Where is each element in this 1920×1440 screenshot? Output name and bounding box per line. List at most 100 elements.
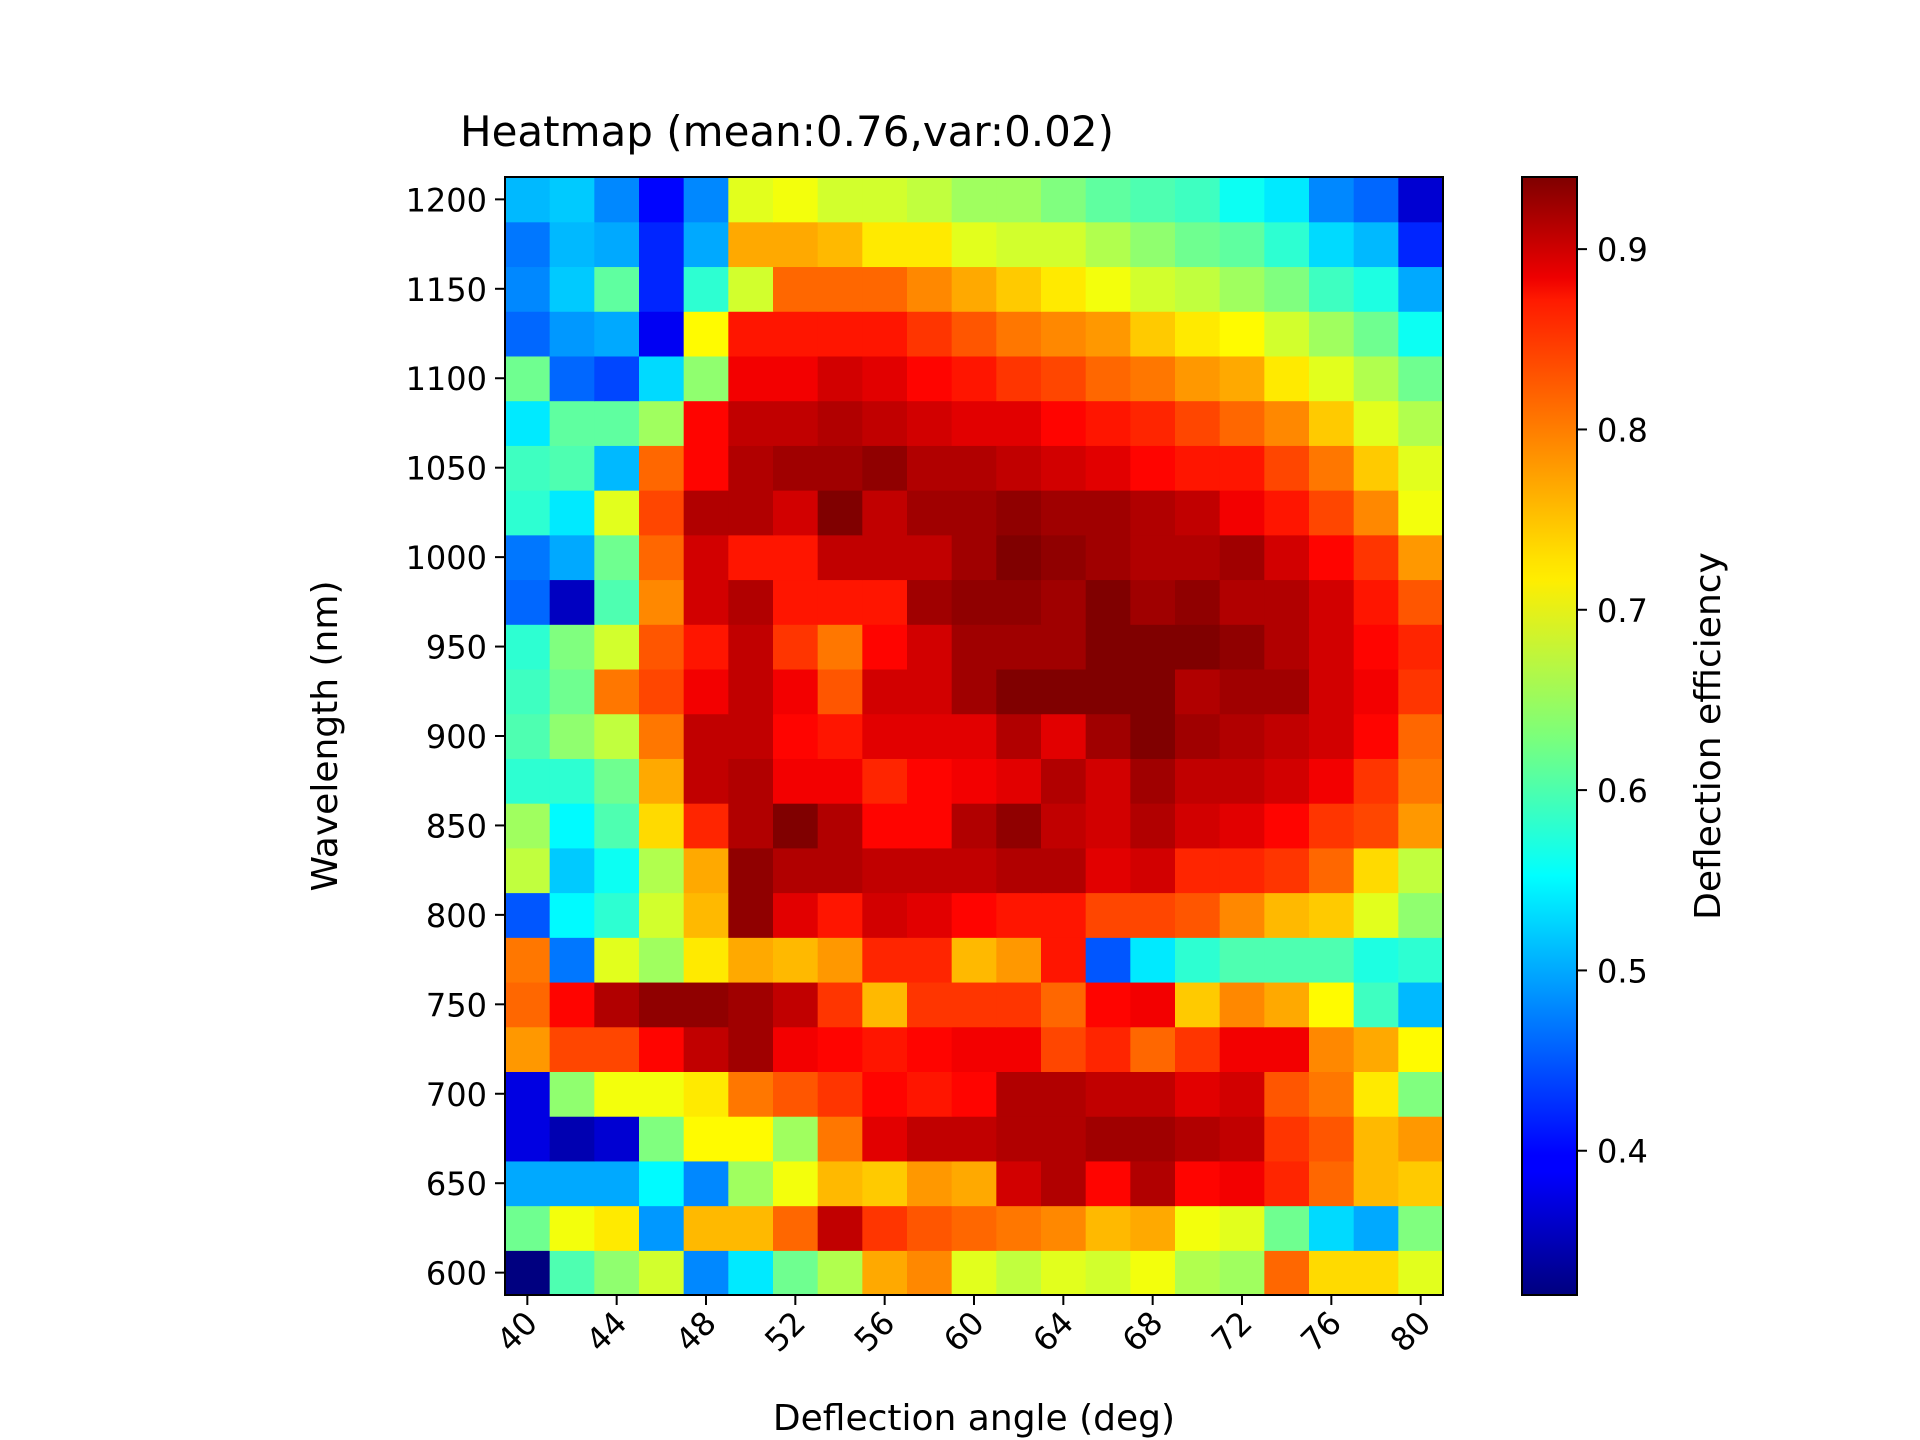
colorbar-label: Deflection efficiency — [1688, 552, 1729, 920]
heatmap-cell — [907, 266, 953, 312]
heatmap-cell — [728, 1116, 774, 1162]
colorbar-tick-label: 0.4 — [1597, 1133, 1648, 1171]
heatmap-cell — [1130, 1250, 1176, 1296]
heatmap-cell — [1309, 1160, 1355, 1207]
heatmap-cell — [773, 847, 819, 894]
y-tick-label: 700 — [426, 1076, 487, 1114]
heatmap-cell — [594, 937, 640, 983]
heatmap-cell — [639, 445, 685, 491]
heatmap-cell — [1353, 713, 1399, 759]
heatmap-cell — [1264, 579, 1310, 625]
heatmap-cell — [1264, 1071, 1310, 1117]
heatmap-cell — [683, 892, 729, 938]
heatmap-cell — [996, 355, 1042, 402]
heatmap-cell — [1219, 177, 1265, 223]
heatmap-cell — [951, 981, 997, 1028]
heatmap-cell — [1219, 445, 1265, 491]
x-tick-label: 52 — [757, 1304, 813, 1360]
heatmap-cell — [549, 355, 595, 402]
heatmap-cell — [996, 490, 1042, 536]
heatmap-cell — [1398, 1116, 1444, 1162]
heatmap-cell — [1398, 624, 1444, 670]
heatmap-cell — [1264, 624, 1310, 670]
heatmap-cell — [951, 1071, 997, 1117]
heatmap-cell — [1398, 803, 1444, 849]
heatmap-cell — [549, 1250, 595, 1296]
heatmap-cell — [1264, 400, 1310, 446]
heatmap-cell — [1041, 1116, 1087, 1162]
heatmap-cell — [1219, 311, 1265, 357]
heatmap-cell — [996, 1205, 1042, 1251]
heatmap-cell — [1219, 221, 1265, 268]
heatmap-cell — [907, 1160, 953, 1207]
heatmap-cell — [505, 624, 551, 670]
heatmap-cell — [683, 1160, 729, 1207]
heatmap-cell — [817, 311, 863, 357]
y-tick-label: 750 — [426, 986, 487, 1024]
heatmap-cell — [996, 266, 1042, 312]
heatmap-cell — [1130, 266, 1176, 312]
heatmap-cell — [951, 1250, 997, 1296]
heatmap-cell — [862, 892, 908, 938]
heatmap-cell — [1264, 937, 1310, 983]
heatmap-cell — [1219, 266, 1265, 312]
heatmap-cell — [1353, 266, 1399, 312]
heatmap-cell — [549, 400, 595, 446]
heatmap-cell — [683, 445, 729, 491]
heatmap-cell — [594, 579, 640, 625]
heatmap-cell — [817, 892, 863, 938]
heatmap-cell — [1398, 1250, 1444, 1296]
heatmap-cell — [1130, 355, 1176, 402]
heatmap-cell — [594, 981, 640, 1028]
heatmap-cell — [683, 355, 729, 402]
heatmap-cell — [862, 579, 908, 625]
heatmap-cell — [1085, 624, 1131, 670]
heatmap-cell — [683, 624, 729, 670]
heatmap-cell — [1175, 266, 1221, 312]
heatmap-cell — [505, 534, 551, 581]
heatmap-cell — [773, 981, 819, 1028]
heatmap-cell — [1219, 803, 1265, 849]
heatmap-cell — [594, 1160, 640, 1207]
heatmap-cell — [549, 1160, 595, 1207]
heatmap-cell — [1219, 534, 1265, 581]
heatmap-cell — [773, 177, 819, 223]
heatmap-cell — [817, 1071, 863, 1117]
heatmap-cell — [1309, 937, 1355, 983]
y-tick-label: 1000 — [406, 539, 487, 577]
heatmap-cell — [549, 221, 595, 268]
heatmap-cell — [1398, 534, 1444, 581]
heatmap-cell — [1309, 490, 1355, 536]
heatmap-cell — [594, 490, 640, 536]
heatmap-cell — [996, 668, 1042, 715]
heatmap-cell — [728, 1160, 774, 1207]
heatmap-cell — [505, 445, 551, 491]
heatmap-cell — [594, 1250, 640, 1296]
heatmap-cell — [1353, 1160, 1399, 1207]
heatmap-cell — [594, 1071, 640, 1117]
heatmap-cell — [773, 1250, 819, 1296]
colorbar — [1521, 176, 1578, 1296]
heatmap-cell — [1264, 758, 1310, 804]
heatmap-cell — [728, 624, 774, 670]
heatmap-cell — [639, 579, 685, 625]
heatmap-cell — [683, 1205, 729, 1251]
heatmap-cell — [773, 355, 819, 402]
heatmap-cell — [1219, 1026, 1265, 1072]
heatmap-cell — [639, 1250, 685, 1296]
heatmap-cell — [1219, 668, 1265, 715]
heatmap-cell — [773, 579, 819, 625]
heatmap-cell — [1353, 221, 1399, 268]
heatmap-cell — [1041, 400, 1087, 446]
heatmap-cell — [907, 847, 953, 894]
heatmap-cell — [1175, 713, 1221, 759]
heatmap-cell — [1130, 892, 1176, 938]
heatmap-cell — [594, 355, 640, 402]
heatmap-cell — [639, 937, 685, 983]
heatmap-cell — [1264, 892, 1310, 938]
heatmap-cell — [594, 1026, 640, 1072]
heatmap-cell — [728, 1205, 774, 1251]
heatmap-cell — [549, 1205, 595, 1251]
heatmap-cell — [996, 221, 1042, 268]
heatmap-cell — [996, 445, 1042, 491]
